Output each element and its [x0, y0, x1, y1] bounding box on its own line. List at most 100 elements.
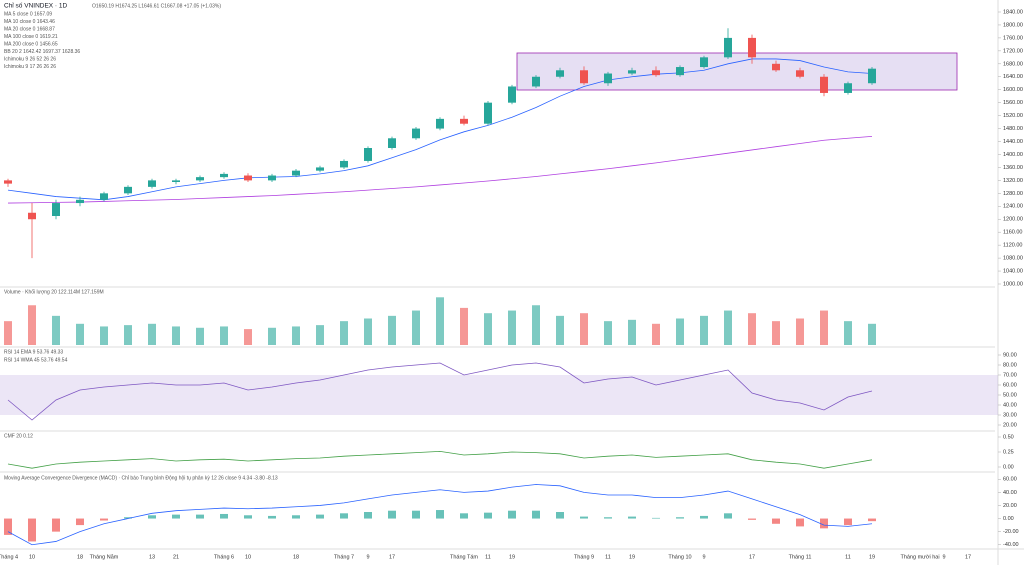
volume-bar [124, 325, 132, 345]
candle-body [460, 118, 468, 124]
candle-body [292, 170, 300, 176]
indicator-legend: MA 200 close 0 1456.65 [4, 41, 58, 47]
x-tick-label: 19 [869, 554, 875, 560]
candle-body [868, 68, 876, 84]
volume-bar [196, 327, 204, 345]
indicator-legend: Ichimoku 9 17 26 26 26 [4, 64, 56, 70]
symbol-title[interactable]: Chỉ số VNINDEX · 1D [4, 1, 68, 10]
volume-bar [724, 310, 732, 345]
y-tick-label: 0.00 [1003, 516, 1014, 522]
macd-histogram-bar [532, 510, 540, 519]
macd-histogram-bar [508, 510, 516, 519]
candle-body [148, 180, 156, 187]
indicator-legend: MA 10 close 0 1643.46 [4, 19, 55, 25]
y-tick-label: 1080.00 [1003, 256, 1023, 262]
y-tick-label: 20.00 [1003, 422, 1017, 428]
y-tick-label: 0.25 [1003, 449, 1014, 455]
y-tick-label: 0.00 [1003, 464, 1014, 470]
volume-bar [484, 313, 492, 345]
x-tick-label: 9 [702, 554, 705, 560]
x-tick-label: Tháng 11 [789, 554, 812, 560]
candle-body [604, 73, 612, 84]
x-tick-label: Tháng Tám [450, 554, 478, 560]
x-tick-label: 18 [293, 554, 299, 560]
candle-body [676, 67, 684, 76]
macd-histogram-bar [268, 515, 276, 519]
macd-histogram-bar [28, 518, 36, 542]
y-tick-label: 90.00 [1003, 352, 1017, 358]
x-tick-label: 11 [845, 554, 851, 560]
macd-histogram-bar [676, 517, 684, 519]
y-tick-label: 1760.00 [1003, 35, 1023, 41]
x-tick-label: 13 [149, 554, 155, 560]
candle-body [844, 83, 852, 93]
volume-bar [148, 323, 156, 345]
candle-body [340, 160, 348, 168]
macd-histogram-bar [412, 510, 420, 519]
macd-histogram-bar [340, 513, 348, 519]
y-tick-label: 1200.00 [1003, 217, 1023, 223]
macd-histogram-bar [580, 516, 588, 519]
x-tick-label: Tháng 9 [574, 554, 594, 560]
rectangle-drawing[interactable] [516, 52, 958, 91]
macd-histogram-bar [844, 518, 852, 526]
macd-histogram-bar [460, 513, 468, 519]
indicator-line [7, 450, 873, 469]
volume-bar [700, 315, 708, 345]
y-tick-label: 70.00 [1003, 372, 1017, 378]
candle-body [652, 70, 660, 76]
y-tick-label: 1800.00 [1003, 22, 1023, 28]
volume-bar [316, 325, 324, 345]
volume-bar [244, 329, 252, 345]
candle-body [196, 177, 204, 181]
pane-legend: Moving Average Convergence Divergence (M… [4, 474, 278, 481]
volume-bar [604, 321, 612, 345]
macd-histogram-bar [700, 515, 708, 519]
y-tick-label: 60.00 [1003, 477, 1017, 483]
macd-histogram-bar [220, 513, 228, 519]
y-tick-label: 1720.00 [1003, 48, 1023, 54]
candle-body [436, 118, 444, 129]
candle-body [4, 180, 12, 184]
volume-bar [340, 321, 348, 345]
macd-histogram-bar [724, 513, 732, 519]
candle-body [268, 175, 276, 181]
pane-legend: CMF 20 0.12 [4, 433, 33, 439]
x-tick-label: 21 [173, 554, 179, 560]
volume-bar [868, 323, 876, 345]
rsi-band [0, 375, 998, 415]
x-tick-label: 17 [965, 554, 971, 560]
y-tick-label: 20.00 [1003, 503, 1017, 509]
candle-body [556, 70, 564, 77]
y-tick-label: 1360.00 [1003, 165, 1023, 171]
candle-body [124, 186, 132, 194]
pane-legend: Volume · Khối lượng 20 122.114M 127.159M [4, 289, 104, 295]
volume-bar [28, 305, 36, 345]
volume-bar [532, 305, 540, 345]
macd-histogram-bar [148, 515, 156, 519]
y-tick-label: 1680.00 [1003, 61, 1023, 67]
volume-bar [628, 319, 636, 345]
volume-bar [4, 321, 12, 345]
candle-body [772, 63, 780, 71]
x-tick-label: Tháng mười hai [900, 554, 939, 560]
macd-histogram-bar [652, 517, 660, 519]
macd-histogram-bar [604, 517, 612, 519]
x-tick-label: 10 [245, 554, 251, 560]
y-tick-label: 1000.00 [1003, 281, 1023, 287]
y-tick-label: 1600.00 [1003, 87, 1023, 93]
y-tick-label: 0.50 [1003, 434, 1014, 440]
volume-bar [676, 318, 684, 345]
candle-body [508, 86, 516, 103]
volume-bar [556, 315, 564, 345]
macd-histogram-bar [388, 510, 396, 519]
macd-histogram-bar [820, 518, 828, 529]
moving-average-line [7, 135, 873, 204]
y-tick-label: 1400.00 [1003, 152, 1023, 158]
candle-body [76, 199, 84, 204]
volume-bar [844, 321, 852, 345]
macd-histogram-bar [556, 512, 564, 519]
candle-body [724, 37, 732, 58]
candle-body [700, 57, 708, 68]
